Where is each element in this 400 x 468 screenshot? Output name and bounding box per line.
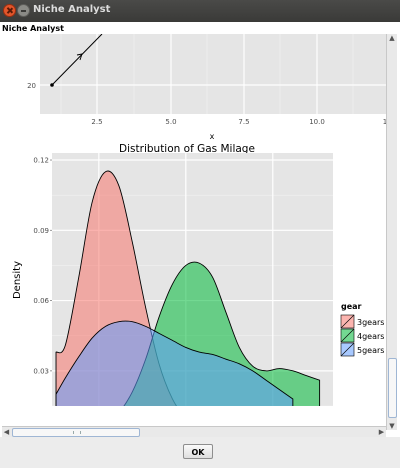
title-bar[interactable]: Niche Analyst (0, 0, 400, 22)
button-bar: OK (0, 437, 400, 468)
y-tick-label: 0.03 (33, 367, 49, 375)
window-title: Niche Analyst (33, 4, 110, 15)
top-x-tick: 7.5 (238, 118, 249, 126)
top-x-tick: 5.0 (165, 118, 176, 126)
scroll-right-icon[interactable]: ▶ (377, 428, 386, 437)
minimize-icon[interactable] (17, 4, 30, 17)
y-tick-label: 0.12 (33, 157, 49, 165)
scroll-down-icon[interactable]: ▼ (388, 422, 396, 430)
close-icon[interactable] (3, 4, 16, 17)
scroll-left-icon[interactable]: ◀ (2, 428, 11, 437)
y-axis-label: Density (12, 261, 23, 299)
vertical-scroll-thumb[interactable] (388, 358, 397, 418)
top-x-tick: 10.0 (309, 118, 325, 126)
legend-label: 4gears (357, 332, 384, 341)
horizontal-scroll-thumb[interactable] (12, 428, 140, 437)
y-tick-label: 0.06 (33, 297, 49, 305)
scroll-up-icon[interactable]: ▲ (388, 34, 396, 42)
top-plot-panel (40, 34, 386, 114)
legend-label: 5gears (357, 346, 384, 355)
legend-title: gear (341, 302, 362, 311)
legend: gear 3gears 4gears 5gears (341, 302, 384, 356)
density-chart: Distribution of Gas Milage 0.030.060.090… (12, 143, 384, 436)
ok-button[interactable]: OK (183, 444, 213, 459)
y-tick-label: 0.09 (33, 227, 49, 235)
top-y-tick: 20 (27, 82, 36, 90)
top-plot-point (50, 83, 54, 87)
plots-canvas: 20 2.5 5.0 7.5 10.0 1 x Distribution of … (0, 22, 400, 468)
top-x-label: x (210, 132, 215, 141)
vertical-scrollbar[interactable]: ▲ ▼ (386, 34, 397, 430)
legend-label: 3gears (357, 318, 384, 327)
content-area: Niche Analyst (0, 22, 400, 468)
top-x-tick: 2.5 (91, 118, 102, 126)
top-plot: 20 2.5 5.0 7.5 10.0 1 x (27, 34, 387, 141)
